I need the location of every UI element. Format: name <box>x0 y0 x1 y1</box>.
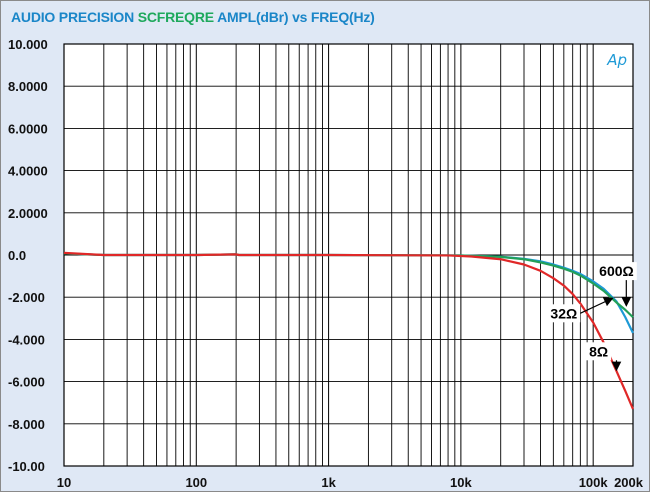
x-tick-label: 200k <box>614 475 644 490</box>
plot-border <box>63 43 634 467</box>
y-tick-label: -6.000 <box>8 375 45 390</box>
y-tick-label: 0.0 <box>8 248 26 263</box>
title-part-brand: AUDIO PRECISION <box>11 9 135 25</box>
y-tick-label: -10.00 <box>8 459 45 474</box>
y-tick-label: -8.000 <box>8 417 45 432</box>
series-annotation-0: 600Ω <box>599 263 634 279</box>
ap-logo: Ap <box>606 51 627 69</box>
annotation-background <box>586 342 612 361</box>
series-line-2 <box>63 251 635 410</box>
y-tick-label: 8.0000 <box>8 79 48 94</box>
annotation-background <box>596 262 637 281</box>
x-tick-label: 10k <box>450 475 472 490</box>
annotation-background <box>547 304 581 323</box>
x-tick-label: 100 <box>185 475 207 490</box>
y-tick-label: -2.000 <box>8 290 45 305</box>
y-tick-label: 10.000 <box>8 37 48 52</box>
x-tick-label: 10 <box>57 475 71 490</box>
series-annotation-2: 8Ω <box>589 343 608 359</box>
annotation-arrow <box>579 297 614 314</box>
y-tick-label: 4.0000 <box>8 164 48 179</box>
title-part-axes: AMPL(dBr) vs FREQ(Hz) <box>213 9 375 25</box>
series-annotation-1: 32Ω <box>550 305 577 321</box>
y-tick-label: 2.0000 <box>8 206 48 221</box>
x-tick-label: 1k <box>321 475 336 490</box>
y-tick-label: 6.0000 <box>8 121 48 136</box>
x-tick-label: 100k <box>579 475 609 490</box>
y-tick-label: -4.000 <box>8 332 45 347</box>
title-part-program: SCFREQRE <box>134 9 214 25</box>
chart-title: AUDIO PRECISION SCFREQRE AMPL(dBr) vs FR… <box>11 9 375 25</box>
